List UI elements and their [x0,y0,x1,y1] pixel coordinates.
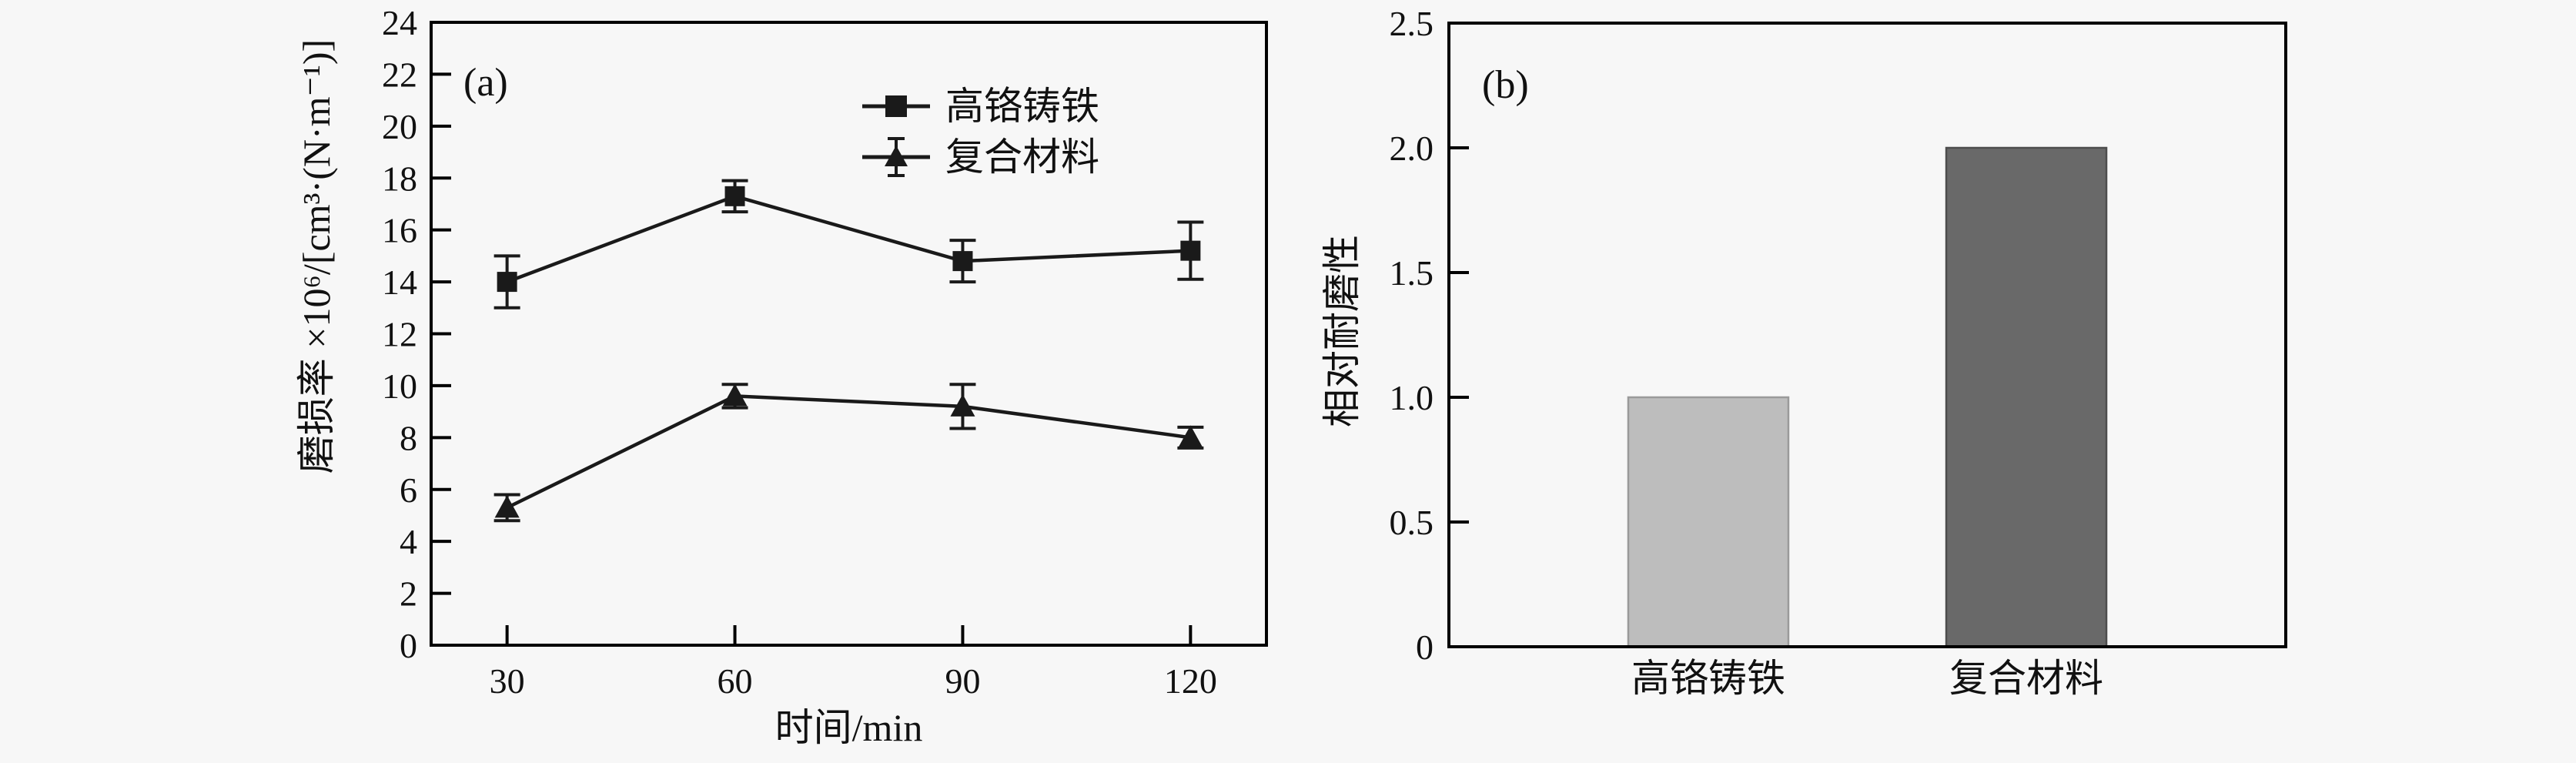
bar-1 [1627,396,1790,648]
y-tick-label-b: 1.5 [1390,253,1434,293]
series-line-2 [506,394,1191,510]
y-tick-label-b: 1.0 [1390,378,1434,417]
y-tick-label-a: 16 [382,211,417,250]
legend-triangle-marker [885,146,908,166]
bar-2 [1945,146,2108,648]
y-tick-label-a: 8 [400,418,417,457]
legend-label-1: 高铬铸铁 [945,85,1099,128]
data-point-square [724,186,745,206]
legend-square-marker [885,95,907,117]
panel-label-a: (a) [463,61,508,105]
x-category-label-b: 高铬铸铁 [1631,657,1785,700]
y-tick-label-b: 2.5 [1390,4,1434,43]
y-tick-label-a: 12 [382,315,417,354]
x-tick-label-a: 90 [945,661,980,701]
y-tick-label-a: 10 [382,366,417,406]
x-tick-label-a: 60 [718,661,753,701]
x-category-label-b: 复合材料 [1949,657,2103,700]
plot-border-a [430,21,1268,647]
x-tick-label-a: 30 [490,661,525,701]
y-axis-label-a: 磨损率 ×10⁶/[cm³·(N·m⁻¹)] [295,39,338,474]
y-tick-label-b: 2.0 [1390,129,1434,168]
y-tick-label-a: 20 [382,107,417,146]
series-line-1 [506,194,1191,284]
legend-label-2: 复合材料 [945,136,1099,179]
data-point-square [1180,240,1201,261]
panel-label-b: (b) [1482,63,1529,107]
y-tick-label-a: 4 [400,522,417,561]
data-point-square [497,272,517,293]
data-point-triangle [950,393,975,417]
y-tick-label-a: 14 [382,263,417,302]
data-point-square [952,251,973,272]
y-tick-label-a: 6 [400,470,417,510]
y-tick-label-a: 0 [400,626,417,665]
x-axis-label-a: 时间/min [775,706,923,749]
y-tick-label-b: 0 [1416,627,1434,667]
data-point-triangle [1178,425,1203,448]
y-axis-label-b: 相对耐磨性 [1320,235,1363,427]
x-tick-label-a: 120 [1164,661,1217,701]
y-tick-label-a: 24 [382,3,417,42]
y-tick-label-a: 2 [400,574,417,614]
y-tick-label-b: 0.5 [1390,503,1434,542]
data-point-triangle [722,383,748,407]
y-tick-label-a: 22 [382,55,417,94]
plot-border-b [1447,22,2287,648]
data-point-triangle [494,495,520,518]
y-tick-label-a: 18 [382,159,417,198]
